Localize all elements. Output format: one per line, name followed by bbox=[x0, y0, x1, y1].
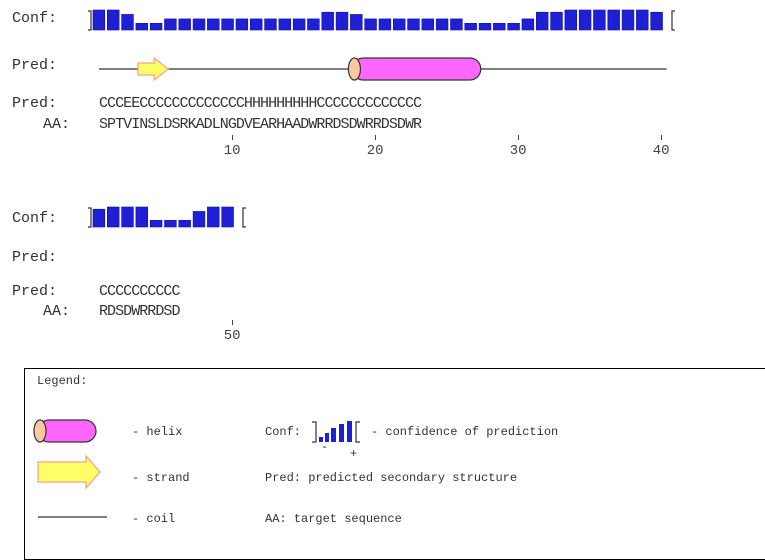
conf1-bar bbox=[578, 9, 592, 31]
conf1-bar bbox=[264, 18, 277, 31]
tick-label: 40 bbox=[652, 143, 670, 159]
conf1-bar bbox=[650, 11, 663, 31]
conf2-bar bbox=[164, 220, 177, 228]
conf2-open-bracket bbox=[88, 207, 92, 228]
conf1-bar bbox=[164, 18, 177, 31]
conf1-bar bbox=[450, 18, 463, 31]
conf2-bar bbox=[207, 206, 220, 228]
confidence-bars-2 bbox=[88, 206, 246, 228]
aa-sequence-2: RDSDWRRDSD bbox=[99, 303, 180, 320]
conf-label-1: Conf: bbox=[12, 10, 58, 27]
conf1-bar bbox=[350, 14, 363, 31]
conf1-bar bbox=[392, 18, 406, 31]
tick-label: 20 bbox=[366, 143, 384, 159]
conf1-bar bbox=[421, 18, 434, 31]
conf2-bar bbox=[178, 220, 191, 228]
conf1-bar bbox=[149, 23, 163, 31]
conf1-bar bbox=[135, 23, 148, 31]
conf2-bar bbox=[192, 211, 206, 228]
conf1-bar bbox=[92, 9, 106, 31]
aa-label-1: AA: bbox=[43, 116, 71, 133]
tick-mark bbox=[231, 320, 233, 325]
pred-seq-label-2: Pred: bbox=[12, 283, 58, 300]
aa-label-2: AA: bbox=[43, 303, 71, 320]
conf1-bar bbox=[464, 23, 477, 31]
pred-label-2: Pred: bbox=[12, 249, 58, 266]
conf1-bar bbox=[221, 18, 234, 31]
legend-conf-desc: - confidence of prediction bbox=[371, 425, 559, 439]
conf1-bar bbox=[321, 11, 334, 31]
conf1-bar bbox=[607, 9, 620, 31]
tick-mark bbox=[374, 135, 376, 140]
conf2-close-bracket bbox=[242, 207, 246, 228]
conf1-bar bbox=[207, 18, 220, 31]
conf1-bar bbox=[335, 11, 349, 31]
conf2-bar bbox=[107, 206, 120, 228]
conf1-open-bracket bbox=[88, 10, 92, 31]
conf1-bar bbox=[636, 9, 649, 31]
legend-pred-desc: Pred: predicted secondary structure bbox=[265, 471, 518, 485]
tick-label: 50 bbox=[223, 328, 241, 344]
conf1-bar bbox=[235, 18, 249, 31]
helix-segment bbox=[347, 57, 482, 81]
legend-confidence-icon bbox=[312, 421, 360, 443]
aa-sequence-1: SPTVINSLDSRKADLNGDVEARHAADWRRDSDWRRDSDWR bbox=[99, 116, 422, 133]
secondary-structure-track-1 bbox=[99, 56, 667, 82]
tick-mark bbox=[231, 135, 233, 140]
conf2-bar bbox=[135, 206, 148, 228]
legend-plus: + bbox=[350, 447, 358, 461]
conf2-bar bbox=[121, 206, 134, 228]
conf1-bar bbox=[192, 18, 206, 31]
legend-coil-label: - coil bbox=[132, 512, 176, 526]
conf1-bar bbox=[535, 11, 549, 31]
conf1-bar bbox=[250, 18, 263, 31]
conf-label-2: Conf: bbox=[12, 210, 58, 227]
conf2-bar bbox=[149, 220, 163, 228]
pred-seq-label-1: Pred: bbox=[12, 95, 58, 112]
pred-sequence-1: CCCEECCCCCCCCCCCCCHHHHHHHHHCCCCCCCCCCCCC bbox=[99, 95, 422, 112]
legend-strand-icon bbox=[37, 454, 101, 490]
conf1-bar bbox=[292, 18, 306, 31]
conf1-bar bbox=[378, 18, 392, 31]
conf1-close-bracket bbox=[671, 10, 675, 31]
conf1-bar bbox=[178, 18, 191, 31]
pred-sequence-2: CCCCCCCCCC bbox=[99, 283, 180, 300]
legend-minus: - bbox=[321, 440, 329, 454]
pred-label-1: Pred: bbox=[12, 57, 58, 74]
legend-helix-label: - helix bbox=[132, 425, 183, 439]
conf1-bar bbox=[121, 14, 134, 31]
tick-mark bbox=[517, 135, 519, 140]
legend-conf-label: Conf: bbox=[265, 425, 302, 439]
conf1-bar bbox=[435, 18, 449, 31]
conf1-bar bbox=[407, 18, 420, 31]
conf1-bar bbox=[564, 9, 578, 31]
conf2-bar bbox=[92, 208, 106, 228]
legend-aa-desc: AA: target sequence bbox=[265, 512, 402, 526]
legend-symbols bbox=[33, 419, 360, 518]
conf1-bar bbox=[550, 11, 563, 31]
confidence-bars-1 bbox=[88, 9, 675, 31]
strand-arrow bbox=[137, 56, 170, 82]
conf1-bar bbox=[478, 23, 492, 31]
legend-title: Legend: bbox=[37, 374, 88, 388]
conf1-bar bbox=[278, 18, 291, 31]
conf1-bar bbox=[593, 9, 606, 31]
tick-label: 30 bbox=[509, 143, 527, 159]
legend-strand-label: - strand bbox=[132, 471, 190, 485]
tick-label: 10 bbox=[223, 143, 241, 159]
conf1-bar bbox=[307, 18, 320, 31]
legend-helix-icon bbox=[33, 419, 97, 443]
conf1-bar bbox=[493, 23, 506, 31]
conf1-bar bbox=[107, 9, 120, 31]
tick-mark bbox=[660, 135, 662, 140]
conf2-bar bbox=[221, 206, 234, 228]
conf1-bar bbox=[507, 23, 520, 31]
conf1-bar bbox=[621, 9, 635, 31]
conf1-bar bbox=[364, 18, 377, 31]
conf1-bar bbox=[521, 18, 535, 31]
